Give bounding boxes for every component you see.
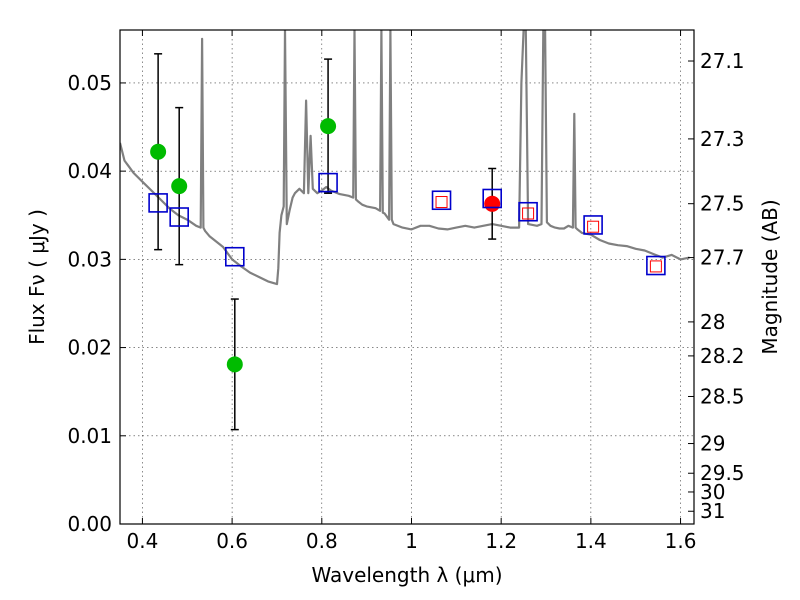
model-square bbox=[518, 201, 538, 222]
right-tick-label: 31 bbox=[700, 499, 725, 523]
data-point bbox=[320, 118, 337, 135]
model-square bbox=[646, 255, 666, 276]
x-tick-label: 0.4 bbox=[127, 529, 159, 553]
y-tick-label: 0.04 bbox=[67, 159, 112, 183]
model-square bbox=[482, 188, 503, 209]
plot-frame bbox=[119, 29, 695, 525]
right-tick-label: 28.2 bbox=[700, 344, 745, 368]
right-tick-label: 27.1 bbox=[700, 49, 745, 73]
right-tick-label: 27.5 bbox=[700, 192, 745, 216]
model-square bbox=[225, 246, 245, 267]
model-square bbox=[148, 193, 168, 213]
y-tick-label: 0.01 bbox=[67, 424, 112, 448]
x-tick-label: 1.2 bbox=[485, 529, 517, 553]
x-axis-label: Wavelength λ (μm) bbox=[311, 563, 502, 587]
right-tick-label: 28 bbox=[700, 310, 725, 334]
right-tick-label: 29 bbox=[700, 432, 725, 456]
y-tick-label: 0.03 bbox=[67, 247, 112, 271]
y-tick-label: 0.00 bbox=[67, 512, 112, 536]
model-square-small bbox=[522, 207, 535, 220]
model-square bbox=[583, 215, 603, 235]
y-tick-label: 0.05 bbox=[67, 71, 112, 95]
ticks-layer: 0.4 0.6 0.8 1 1.2 1.4 1.6 0.00 0.01 0.02 0.03 0.04 0… bbox=[67, 30, 745, 553]
y-axis-label: Flux Fν ( μJy ) bbox=[25, 209, 49, 345]
model-square-small bbox=[435, 196, 448, 209]
y-tick-label: 0.02 bbox=[67, 336, 112, 360]
x-tick-label: 1 bbox=[405, 529, 418, 553]
x-tick-label: 0.6 bbox=[216, 529, 248, 553]
model-square bbox=[169, 207, 189, 227]
data-point bbox=[226, 356, 243, 373]
data-point bbox=[484, 195, 501, 212]
right-tick-label: 28.5 bbox=[700, 384, 745, 408]
model-square-small bbox=[649, 260, 662, 273]
right-tick-label: 27.3 bbox=[700, 127, 745, 151]
right-tick-label: 30 bbox=[700, 480, 725, 504]
marks-layer bbox=[148, 53, 666, 431]
model-spectrum-line bbox=[120, 30, 690, 286]
data-point bbox=[150, 143, 167, 160]
right-axis-label: Magnitude (AB) bbox=[758, 199, 782, 354]
x-tick-label: 1.6 bbox=[665, 529, 697, 553]
x-tick-label: 1.4 bbox=[575, 529, 607, 553]
model-square bbox=[431, 190, 452, 211]
right-tick-label: 27.7 bbox=[700, 246, 745, 270]
x-tick-label: 0.8 bbox=[306, 529, 338, 553]
model-square-small bbox=[587, 220, 600, 233]
data-point bbox=[171, 178, 188, 195]
model-square bbox=[318, 172, 338, 193]
spectrum-layer bbox=[120, 30, 690, 286]
grid-layer bbox=[120, 30, 694, 524]
right-tick-label: 29.5 bbox=[700, 461, 745, 485]
